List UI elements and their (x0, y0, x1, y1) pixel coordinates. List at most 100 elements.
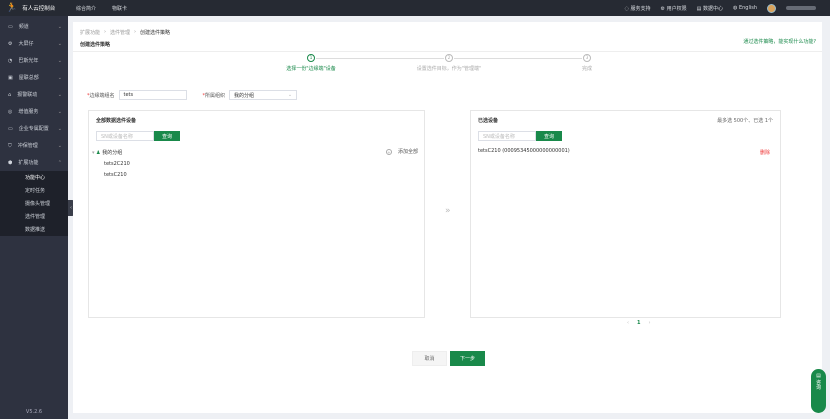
next-step-button[interactable]: 下一步 (450, 351, 485, 366)
step-label: 选择一份"边缘端"设备 (286, 66, 336, 72)
sidebar: ▭ 频道 ⌄ ⚙ 大屏仔 ⌄ ◔ 巴斯光年 ⌄ ▣ 屋联总部 ⌄ ⌂ 报警联动 ⌄ ◎ 增值服务 ⌄ ▭… (0, 16, 68, 419)
step-number: 2 (445, 54, 453, 62)
label-text: 边缘端组名 (89, 92, 115, 99)
search-bar: SN或设备名称 查询 (478, 131, 563, 141)
chat-icon: ▭ (8, 125, 13, 132)
step-number: 3 (583, 54, 591, 62)
sidebar-item-enterprise[interactable]: ▭ 企业专属配置 ⌄ (0, 120, 68, 137)
label-text: 所属组织 (205, 92, 226, 99)
bell-icon: ⌂ (8, 91, 12, 98)
panel-title: 已选设备 (478, 118, 499, 124)
breadcrumb: 扩展功能 › 选件管理 › 创建选件策略 (80, 29, 170, 36)
selected-device: tetsC210 (00095345000000000001) (478, 148, 570, 154)
chevron-down-icon: ⌄ (57, 108, 62, 115)
monitor-icon: ▭ (8, 23, 13, 30)
consult-button[interactable]: ▤ 咨询 (811, 369, 826, 413)
page-number[interactable]: 1 (637, 320, 641, 326)
search-button[interactable]: 查询 (154, 131, 181, 141)
sidebar-item-vas[interactable]: ◎ 增值服务 ⌄ (0, 103, 68, 120)
sidebar-label: 报警联动 (17, 92, 38, 98)
add-all-button[interactable]: + 添加全部 (385, 148, 418, 155)
search-input[interactable]: SN或设备名称 (96, 131, 154, 141)
sidebar-item-lightyear[interactable]: ◔ 巴斯光年 ⌄ (0, 52, 68, 69)
nav-overview[interactable]: 综合简介 (76, 5, 97, 12)
sidebar-collapse-button[interactable]: ‹ (68, 200, 74, 216)
sidebar-item-hq[interactable]: ▣ 屋联总部 ⌄ (0, 69, 68, 86)
gear-icon: ⚙ (8, 40, 13, 47)
sidebar-label: 扩展功能 (18, 160, 39, 166)
clock-icon: ◔ (8, 57, 13, 64)
step-2: 2 设置选件目标，作为"管理端" (404, 54, 494, 72)
main-card: 扩展功能 › 选件管理 › 创建选件策略 创建选件策略 通过选件策略，能实现什么功能… (73, 22, 822, 413)
selection-limit: 最多选 500个、已选 1个 (717, 118, 773, 124)
image-icon: ▣ (8, 74, 13, 81)
caret-down-icon: ▾ (92, 150, 95, 156)
chevron-down-icon: ⌄ (57, 23, 62, 30)
org-select[interactable]: 我的分组 ⌄ (229, 90, 298, 100)
avatar[interactable] (767, 3, 776, 13)
breadcrumb-current: 创建选件策略 (140, 30, 171, 36)
all-devices-panel: 全部数据选件设备 SN或设备名称 查询 ▾ ♟ 我的分组 tets2C210 t… (88, 110, 425, 318)
device-tree: ▾ ♟ 我的分组 tets2C210 tetsC210 (92, 148, 130, 181)
step-number: 1 (307, 54, 315, 62)
delete-button[interactable]: 删除 (759, 150, 770, 156)
sidebar-sub-camera[interactable]: 摄像头管理 (25, 201, 51, 207)
plus-icon: + (385, 148, 392, 155)
search-button[interactable]: 查询 (536, 131, 563, 141)
prev-page-icon[interactable]: ‹ (627, 320, 629, 326)
tree-group[interactable]: ▾ ♟ 我的分组 (92, 148, 130, 159)
permissions-link[interactable]: ⚙ 用户权限 (660, 5, 687, 12)
sidebar-sub-function-center[interactable]: 功能中心 (25, 175, 46, 181)
support-link[interactable]: ◌ 服务支持 (624, 5, 651, 12)
document-icon: ▤ (816, 373, 821, 379)
chevron-down-icon: ⌄ (57, 57, 62, 64)
search-input[interactable]: SN或设备名称 (478, 131, 536, 141)
panel-title: 全部数据选件设备 (96, 118, 137, 124)
help-link[interactable]: 通过选件策略，能实现什么功能? (743, 39, 816, 45)
sidebar-sub-data-push[interactable]: 数据推送 (25, 227, 46, 233)
search-bar: SN或设备名称 查询 (96, 131, 181, 141)
sidebar-sub-selection[interactable]: 选件管理 (25, 214, 46, 220)
divider (73, 51, 822, 52)
group-label: 我的分组 (102, 150, 123, 156)
step-3: 3 完成 (542, 54, 632, 72)
sidebar-item-extensions[interactable]: ⬢ 扩展功能 ⌃ (0, 154, 68, 171)
chevron-down-icon: ⌄ (57, 91, 62, 98)
data-center-link[interactable]: ▤ 数据中心 (696, 5, 723, 12)
permissions-label: 用户权限 (666, 5, 687, 12)
sidebar-item-channel[interactable]: ▭ 频道 ⌄ (0, 18, 68, 35)
step-line (454, 58, 582, 59)
step-line (316, 58, 444, 59)
pagination: ‹ 1 › (627, 320, 650, 326)
separator-icon: › (104, 29, 107, 35)
user-group-icon: ♟ (96, 150, 101, 156)
chevron-up-icon: ⌃ (57, 159, 62, 166)
breadcrumb-extensions[interactable]: 扩展功能 (80, 30, 101, 36)
circle-icon: ◎ (8, 108, 13, 115)
sidebar-item-alarm[interactable]: ⌂ 报警联动 ⌄ (0, 86, 68, 103)
chevron-down-icon: ⌄ (57, 74, 62, 81)
sidebar-sub-scheduled-tasks[interactable]: 定时任务 (25, 188, 46, 194)
version: V5.2.6 (25, 409, 43, 415)
chevron-down-icon: ⌄ (57, 142, 62, 149)
next-page-icon[interactable]: › (648, 320, 651, 326)
sidebar-submenu: 功能中心 定时任务 摄像头管理 选件管理 数据推送 (0, 171, 68, 236)
sidebar-label: 频道 (18, 24, 29, 30)
language-switch[interactable]: ◍ English (732, 5, 757, 11)
page-title: 创建选件策略 (80, 42, 111, 48)
app-title: 有人云控制台 (22, 6, 56, 12)
breadcrumb-selection[interactable]: 选件管理 (110, 30, 131, 36)
nav-iot-card[interactable]: 物联卡 (112, 5, 128, 12)
chevron-down-icon: ⌄ (57, 40, 62, 47)
tree-device[interactable]: tetsC210 (104, 172, 127, 178)
sidebar-item-bigscreen[interactable]: ⚙ 大屏仔 ⌄ (0, 35, 68, 52)
sidebar-item-warranty[interactable]: ⛉ 冲保管理 ⌄ (0, 137, 68, 154)
runner-logo-icon: 🏃 (6, 3, 18, 13)
org-value: 我的分组 (234, 92, 255, 99)
logo[interactable]: 🏃 有人云控制台 (0, 3, 68, 13)
username-redacted[interactable] (786, 6, 816, 10)
cancel-button[interactable]: 取消 (412, 351, 447, 366)
tree-device[interactable]: tets2C210 (104, 161, 130, 167)
support-label: 服务支持 (630, 5, 651, 12)
group-name-input[interactable]: tets (118, 90, 187, 100)
